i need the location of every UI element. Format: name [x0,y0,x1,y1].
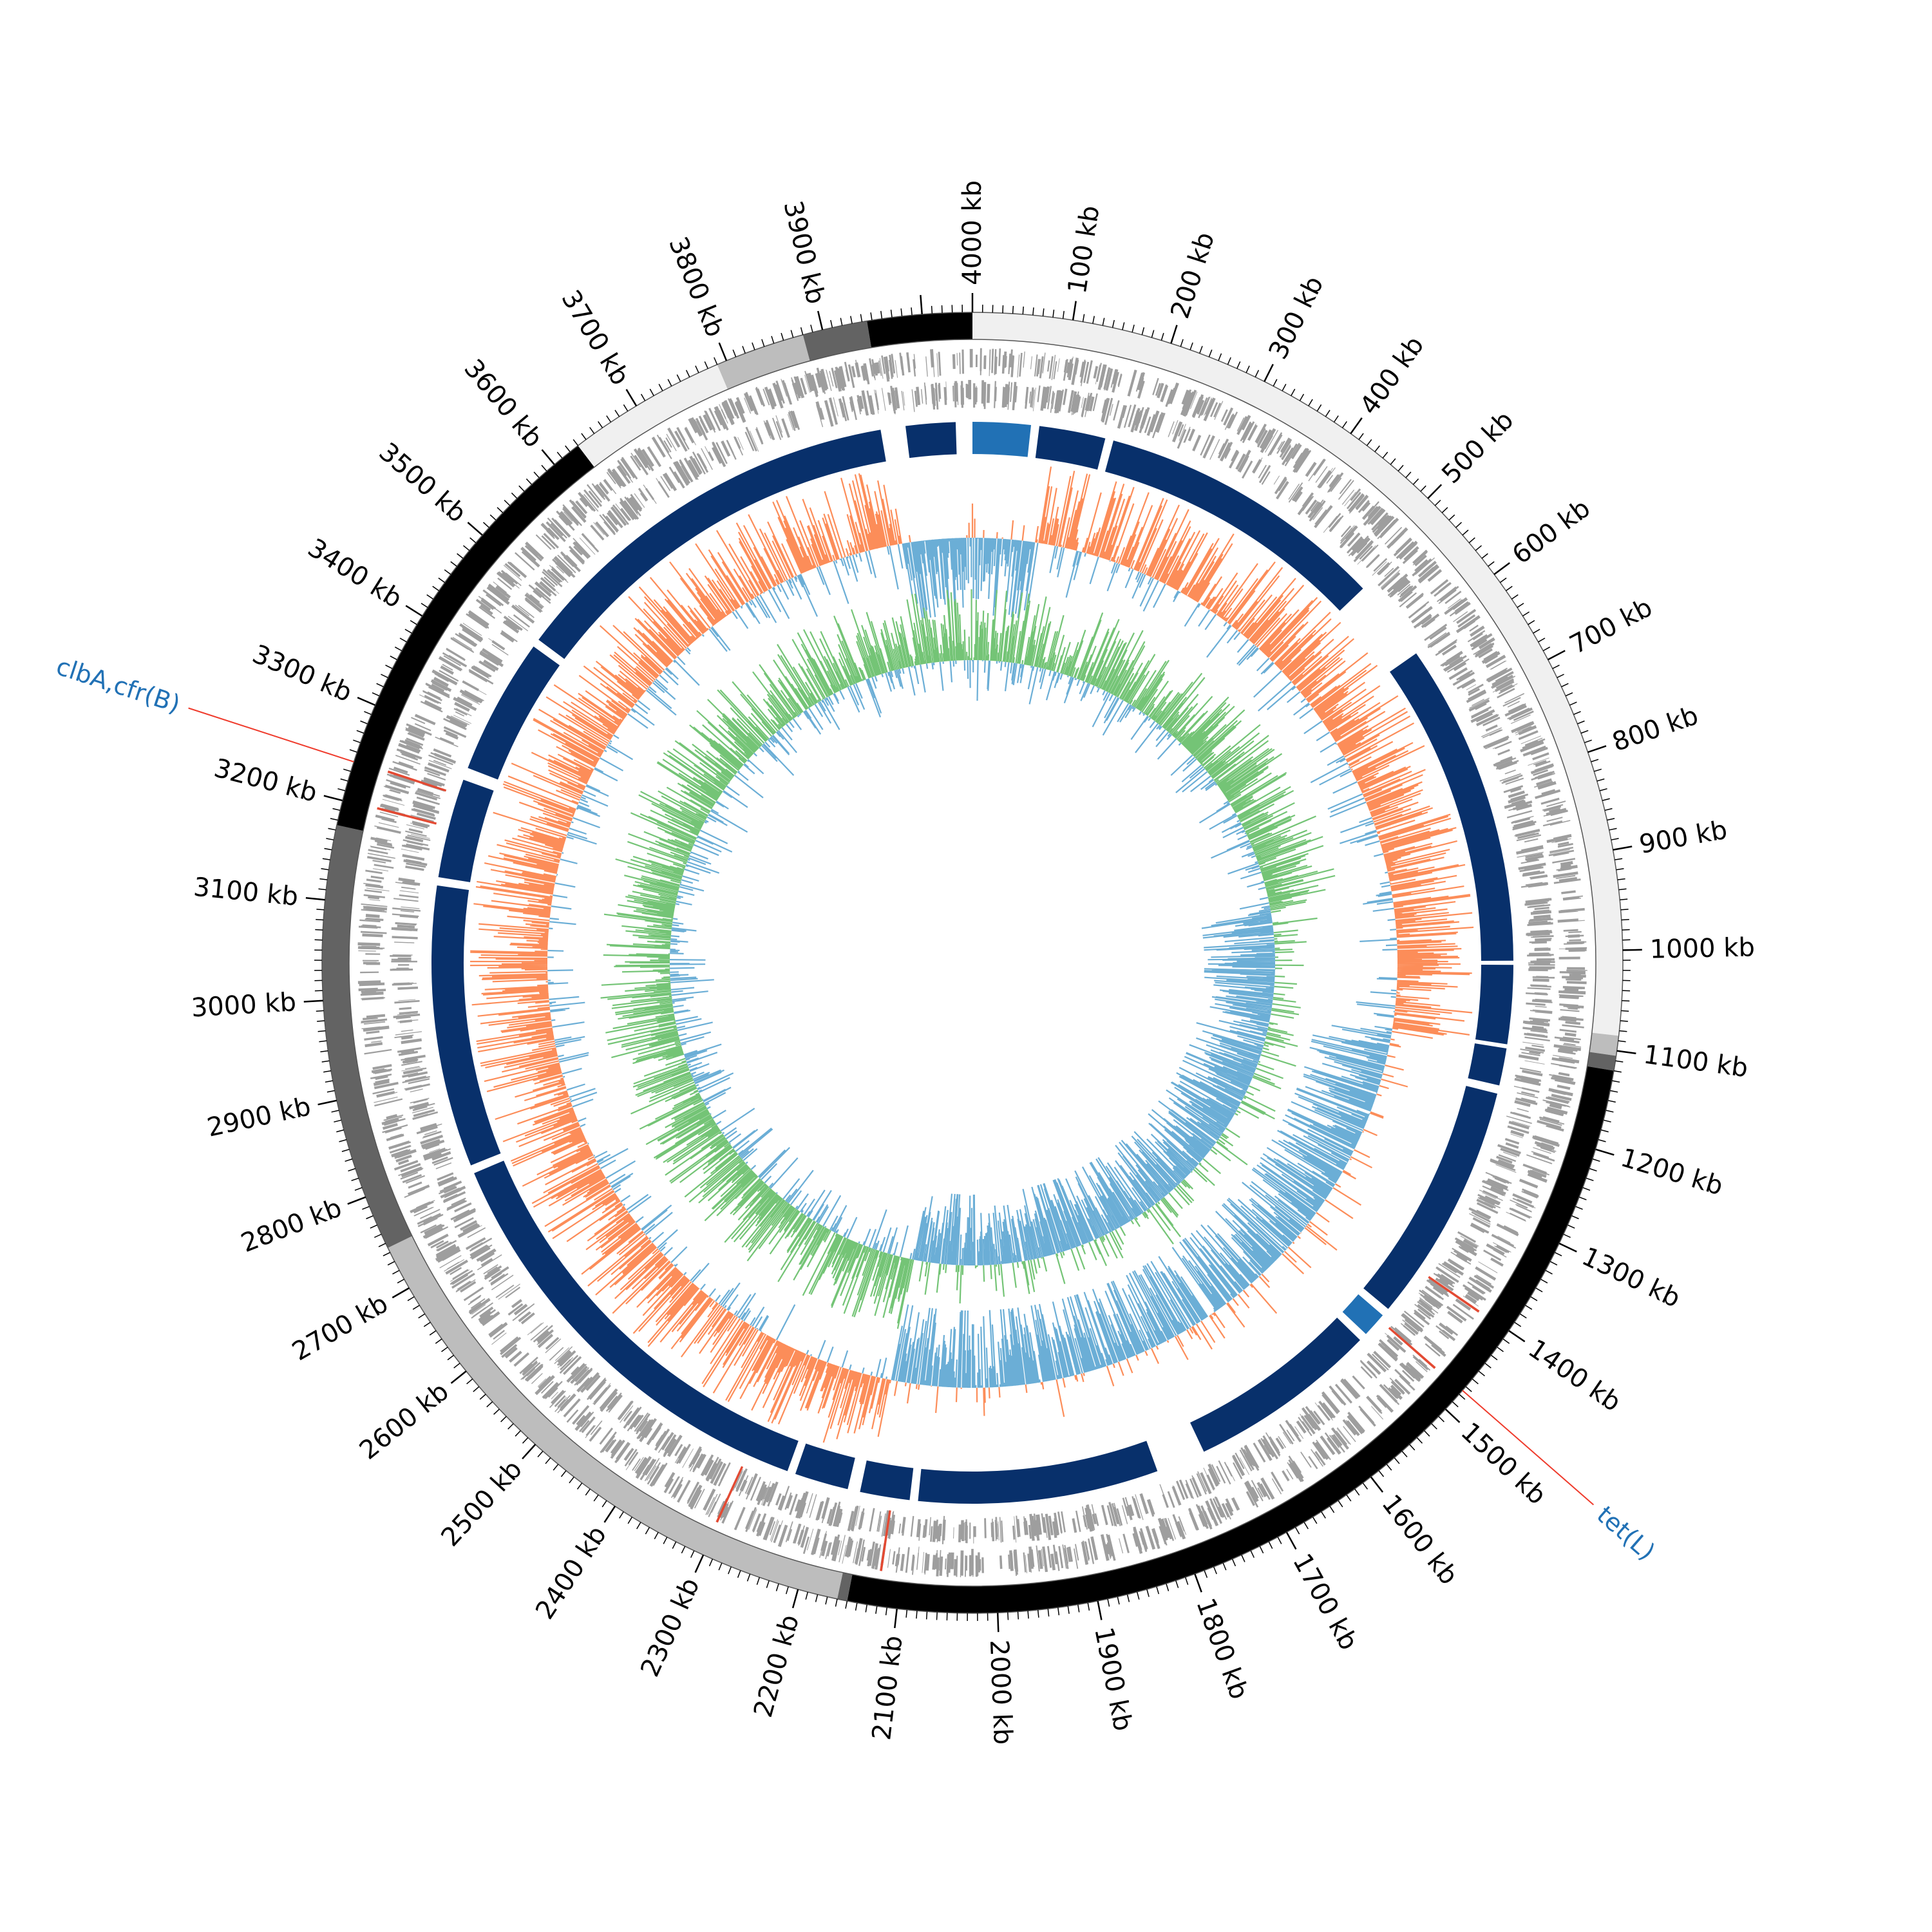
tick-label-3800: 3800 kb [663,232,730,341]
tick-label-2500: 2500 kb [435,1455,528,1553]
homology-block-7 [1363,1086,1498,1309]
homology-ring [431,422,1513,1504]
tick-label-200: 200 kb [1165,229,1220,322]
annotation-label-1: tet(L) [1591,1501,1660,1566]
tick-label-1500: 1500 kb [1455,1417,1551,1510]
contig-ring [321,312,1624,1614]
homology-block-0 [905,422,957,459]
tick-label-2000: 2000 kb [984,1639,1018,1745]
tick-label-700: 700 kb [1565,592,1657,660]
contig-arc-2 [1587,1052,1616,1071]
tick-label-3500: 3500 kb [373,437,471,529]
contig-arc-6 [321,825,412,1248]
tick-label-3300: 3300 kb [248,639,356,708]
minor-ticks [314,305,1631,1622]
tick-label-1400: 1400 kb [1523,1334,1627,1417]
tick-label-3600: 3600 kb [458,354,548,453]
tick-label-300: 300 kb [1264,272,1330,365]
tick-label-1900: 1900 kb [1088,1625,1138,1734]
contig-arc-8 [578,365,728,468]
tick-label-2900: 2900 kb [205,1092,314,1142]
tick-label-3000: 3000 kb [191,987,297,1023]
tick-label-1700: 1700 kb [1287,1549,1363,1655]
gc-content-positive [469,466,1474,1443]
tick-label-1100: 1100 kb [1642,1040,1750,1084]
homology-block-16 [468,646,560,780]
tick-label-2700: 2700 kb [287,1289,393,1367]
contig-arc-4 [837,1572,853,1602]
homology-block-11 [860,1460,914,1501]
tick-label-3200: 3200 kb [211,753,320,808]
contig-arc-10 [802,321,872,361]
homology-block-4 [1390,653,1513,961]
major-ticks [303,293,1642,1633]
tick-label-3700: 3700 kb [555,285,635,390]
tick-label-1200: 1200 kb [1617,1143,1726,1202]
homology-block-14 [431,885,501,1166]
tick-label-1000: 1000 kb [1649,933,1755,964]
gc-content-negative [547,537,1397,1388]
homology-block-17 [538,430,886,659]
homology-block-2 [1035,426,1106,470]
tick-label-0: 4000 kb [958,180,987,285]
tick-label-2100: 2100 kb [867,1634,909,1741]
tick-label-1600: 1600 kb [1376,1489,1463,1590]
homology-block-10 [918,1441,1158,1504]
tick-label-800: 800 kb [1609,701,1702,757]
annotation-label-0: clbA,cfr(B) [53,652,184,718]
homology-block-15 [438,779,494,882]
position-ticks [303,293,1642,1633]
tick-label-500: 500 kb [1436,406,1519,489]
homology-block-6 [1468,1043,1507,1086]
tick-label-2400: 2400 kb [530,1520,612,1625]
tick-label-3900: 3900 kb [777,198,830,307]
contig-arc-7 [336,445,594,831]
annotation-line-1 [1462,1390,1595,1506]
tick-label-900: 900 kb [1637,815,1730,860]
tick-label-1800: 1800 kb [1190,1595,1254,1703]
gc-skew-positive [600,589,1336,1329]
gc-skew-track [600,589,1336,1329]
homology-block-12 [795,1443,855,1490]
gc-skew-negative [669,659,1276,1266]
gc-content-track [469,466,1474,1443]
contig-arc-11 [867,312,972,348]
contig-arc-1 [1589,1032,1619,1056]
homology-block-5 [1475,965,1513,1045]
homology-block-9 [1190,1317,1360,1452]
tick-label-2600: 2600 kb [354,1377,455,1466]
tick-label-2200: 2200 kb [748,1611,805,1720]
homology-block-8 [1342,1294,1383,1334]
tick-label-100: 100 kb [1063,204,1106,296]
tick-label-400: 400 kb [1354,331,1430,421]
annotation-line-0 [188,707,354,762]
homology-block-1 [972,422,1032,457]
contig-arc-9 [717,334,810,390]
tick-label-1300: 1300 kb [1577,1242,1685,1314]
inner-ring-outline [348,339,1596,1587]
tick-label-2300: 2300 kb [635,1573,705,1681]
contig-arc-5 [388,1236,843,1599]
tick-label-3100: 3100 kb [192,873,299,913]
homology-block-13 [474,1160,799,1472]
homology-block-3 [1104,440,1363,611]
tick-label-3400: 3400 kb [303,533,407,614]
tick-label-2800: 2800 kb [237,1193,346,1258]
tick-label-600: 600 kb [1507,493,1596,570]
